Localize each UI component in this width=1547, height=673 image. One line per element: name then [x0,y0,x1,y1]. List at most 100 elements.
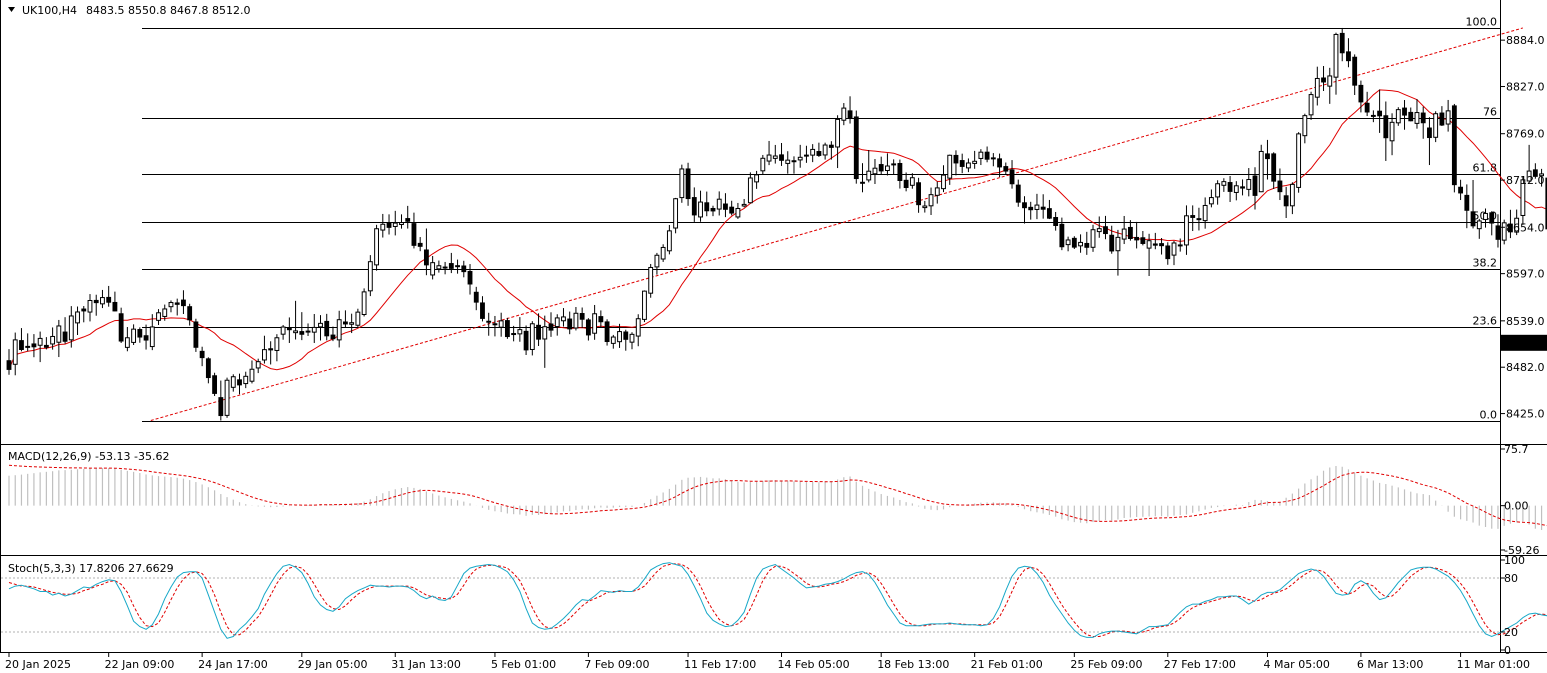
candle-body [567,318,573,330]
candle [1508,209,1513,239]
candle-body [349,322,355,325]
candle [1227,176,1233,202]
candle-body [1071,237,1077,248]
candle [642,290,647,323]
current-price-tag [1501,334,1547,351]
candle [754,170,760,189]
stoch-tick-label: 100 [1504,554,1525,567]
candle [280,324,286,340]
candle-body [648,266,654,294]
candle-body [330,334,336,340]
candle [255,358,261,374]
candle [816,142,822,157]
candle [928,187,934,215]
candle [124,327,130,352]
candle [31,334,37,358]
time-tick-label: 5 Feb 01:00 [491,658,556,671]
candle-body [318,322,323,328]
time-tick-label: 20 Jan 2025 [5,658,71,671]
candle-body [747,177,753,204]
candle [1408,107,1414,122]
candle [1439,106,1445,126]
price-axis[interactable]: 8884.0 8827.0 8769.0 8712.0 8654.0 8597.0 8539… [1500,34,1547,421]
candle [324,313,330,341]
candle [536,313,541,346]
candle-body [816,151,822,156]
candle-body [554,317,560,328]
candle-body [237,379,242,386]
candle [828,141,834,160]
candle-body [343,321,348,325]
candle [1302,113,1308,144]
price-tick-label: 8769.0 [1506,128,1545,141]
candle-body [1109,234,1115,252]
candle-body [666,230,672,252]
candle-body [866,170,872,181]
candle [1071,236,1077,250]
candle [1252,167,1258,210]
stochastic-axis: 100 80 20 0 [1500,554,1525,657]
candle-body [529,323,535,350]
stoch-signal-line [8,563,1547,637]
candle [386,214,392,235]
candle-body [1096,228,1102,233]
candle [205,357,211,384]
candle-body [1121,228,1127,240]
candle [367,255,373,297]
candle [654,252,660,275]
candle [168,300,174,313]
candle [286,317,292,343]
macd-tick-label: -59.26 [1504,544,1539,557]
candle-body [642,290,647,320]
candle [486,312,492,336]
candle [1096,216,1102,238]
candle [810,144,816,163]
candle [1208,189,1214,208]
candle [268,341,274,365]
time-tick-label: 18 Feb 13:00 [877,658,949,671]
candle [573,307,579,331]
candle [1420,106,1426,139]
candle [1532,163,1538,179]
candle-body [1526,170,1532,182]
candle [1233,181,1239,201]
candle-body [1346,51,1351,62]
candle [162,304,168,321]
current-price-label: 8512.0 [1505,337,1544,350]
candle-body [1208,197,1214,205]
candle-body [878,164,884,172]
candle-body [828,144,834,148]
candle-body [897,162,903,181]
trendline-group[interactable] [150,27,1524,421]
candle [1084,231,1090,255]
trendline[interactable] [150,27,1524,421]
candle [1009,160,1015,189]
candle-body [947,154,953,179]
candle-body [131,328,137,343]
candle-body [598,316,604,323]
candle-body [75,311,80,324]
candle-body [118,313,124,342]
candle [1159,238,1164,255]
candle-body [1358,84,1364,103]
candle [19,328,24,352]
candle [1526,144,1532,182]
candle-body [536,324,541,340]
time-axis[interactable]: 20 Jan 2025 22 Jan 09:00 24 Jan 17:00 29 Ja… [5,653,1530,671]
stochastic-panel[interactable] [1,562,1547,641]
candle [635,314,641,347]
symbol-dropdown-icon[interactable] [8,7,15,12]
candle [1364,91,1370,117]
macd-panel[interactable] [8,464,1547,545]
candle-body [909,177,915,186]
candle-body [1302,115,1308,137]
candle-body [12,339,18,365]
candle-body [984,151,990,160]
candle [1470,180,1476,229]
symbol-label: UK100,H4 [22,4,77,17]
candle-body [654,254,660,268]
candle-body [797,156,803,161]
candle [1246,168,1252,197]
candle-body [143,335,149,341]
